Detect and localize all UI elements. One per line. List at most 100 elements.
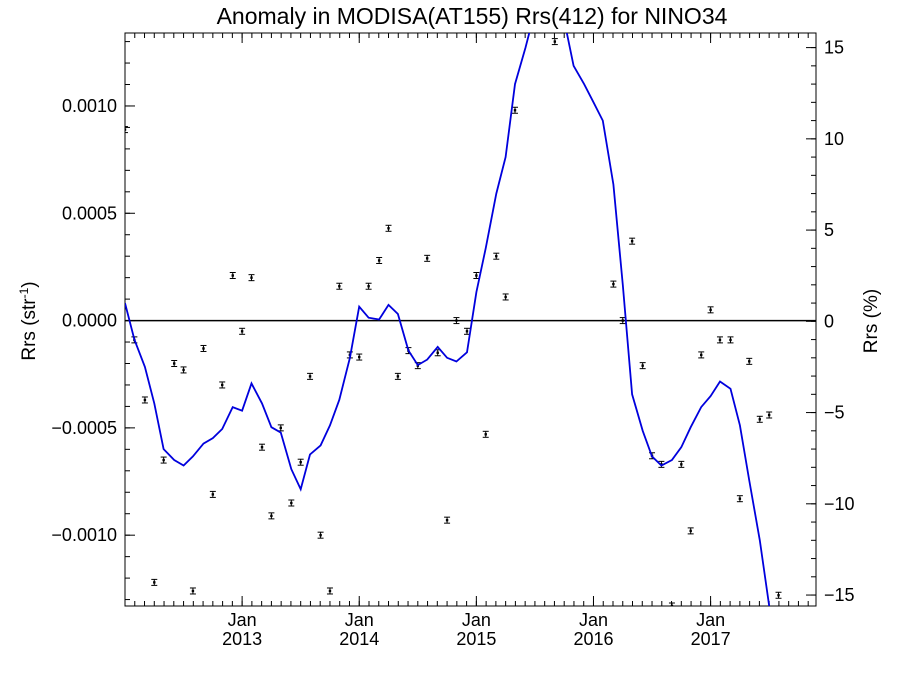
point-marker <box>553 40 557 43</box>
point-marker <box>279 426 282 430</box>
data-point <box>239 327 246 335</box>
point-marker <box>495 254 498 258</box>
data-point <box>209 490 216 498</box>
data-point <box>219 381 226 389</box>
data-point <box>365 282 372 290</box>
point-marker <box>436 351 439 354</box>
point-marker <box>260 445 264 449</box>
data-point <box>512 106 519 114</box>
point-marker <box>767 413 771 417</box>
data-point <box>727 336 734 344</box>
y-axis-label-tail: ) <box>19 281 40 287</box>
point-marker <box>308 375 312 378</box>
data-point <box>493 252 500 260</box>
y2-tick-label: −10 <box>824 494 855 514</box>
data-point <box>141 396 148 404</box>
y2-axis-label: Rrs (%) <box>861 289 882 353</box>
point-marker <box>387 227 390 230</box>
point-marker <box>718 338 722 342</box>
data-point <box>288 499 295 507</box>
point-marker <box>328 589 332 593</box>
x-tick-label: Jan <box>462 610 491 630</box>
data-point <box>766 411 773 419</box>
x-tick-year: 2017 <box>691 629 731 649</box>
point-marker <box>299 461 302 464</box>
y-tick-label: 0.0000 <box>62 311 117 331</box>
point-marker <box>758 418 761 421</box>
point-marker <box>358 355 361 359</box>
data-point <box>385 224 392 232</box>
data-point <box>687 527 694 535</box>
point-marker <box>290 501 293 505</box>
point-marker <box>777 594 780 597</box>
axis-ticks: 0.0010 0.0005 0.0000 −0.0005 −0.0010 15 10 5 0 −5… <box>51 33 855 649</box>
point-marker <box>465 330 469 333</box>
svg-text:Rrs (str-1): Rrs (str-1) <box>17 281 40 360</box>
data-point <box>160 456 167 464</box>
point-marker <box>319 533 322 537</box>
y2-tick-label: 10 <box>824 129 844 149</box>
y-tick-label: −0.0010 <box>51 525 117 545</box>
data-point <box>444 516 451 524</box>
point-marker <box>484 433 487 436</box>
point-marker <box>221 383 224 387</box>
point-marker <box>211 493 215 496</box>
data-point <box>248 274 255 282</box>
point-marker <box>670 604 674 606</box>
data-point <box>189 587 196 595</box>
data-point <box>736 495 743 503</box>
y-axis-label-main: Rrs (str <box>19 298 40 361</box>
y-axis-label-superscript: -1 <box>17 287 31 298</box>
point-marker <box>240 330 244 333</box>
nino34-index-line <box>125 33 771 606</box>
y-axis-label: Rrs (str-1) <box>17 281 40 360</box>
point-marker <box>231 274 234 277</box>
point-marker <box>367 285 370 288</box>
point-marker <box>445 518 449 522</box>
data-point <box>200 344 207 352</box>
x-tick-label: Jan <box>228 610 257 630</box>
data-point <box>259 443 266 451</box>
data-point <box>268 512 275 520</box>
point-marker <box>612 282 615 286</box>
data-point <box>125 126 128 134</box>
point-marker <box>621 319 624 322</box>
data-point <box>678 460 685 468</box>
point-marker <box>455 319 458 322</box>
point-marker <box>700 353 703 357</box>
point-marker <box>641 364 644 367</box>
point-marker <box>250 276 253 279</box>
point-marker <box>125 128 127 131</box>
data-point <box>756 415 763 423</box>
y2-tick-label: 5 <box>824 220 834 240</box>
point-marker <box>748 360 751 363</box>
data-point <box>376 256 383 264</box>
point-marker <box>475 274 478 277</box>
point-marker <box>396 375 400 378</box>
data-point <box>668 602 675 606</box>
x-tick-year: 2013 <box>222 629 262 649</box>
point-marker <box>153 581 156 584</box>
point-marker <box>270 514 273 518</box>
y-tick-label: 0.0010 <box>62 96 117 116</box>
data-point <box>502 293 509 301</box>
point-marker <box>504 295 507 299</box>
point-marker <box>377 259 381 262</box>
point-marker <box>709 308 712 312</box>
data-point <box>326 587 333 595</box>
series-layer <box>125 33 782 606</box>
data-point <box>229 272 236 280</box>
data-point <box>707 306 714 314</box>
x-tick-label: Jan <box>696 610 725 630</box>
x-tick-label: Jan <box>579 610 608 630</box>
point-marker <box>689 529 692 533</box>
data-point <box>473 272 480 280</box>
data-point <box>336 282 343 290</box>
x-tick-year: 2014 <box>339 629 379 649</box>
data-point <box>629 237 636 245</box>
x-tick-year: 2016 <box>573 629 613 649</box>
point-marker <box>513 109 517 112</box>
y2-tick-label: 0 <box>824 311 834 331</box>
data-point <box>297 458 304 466</box>
